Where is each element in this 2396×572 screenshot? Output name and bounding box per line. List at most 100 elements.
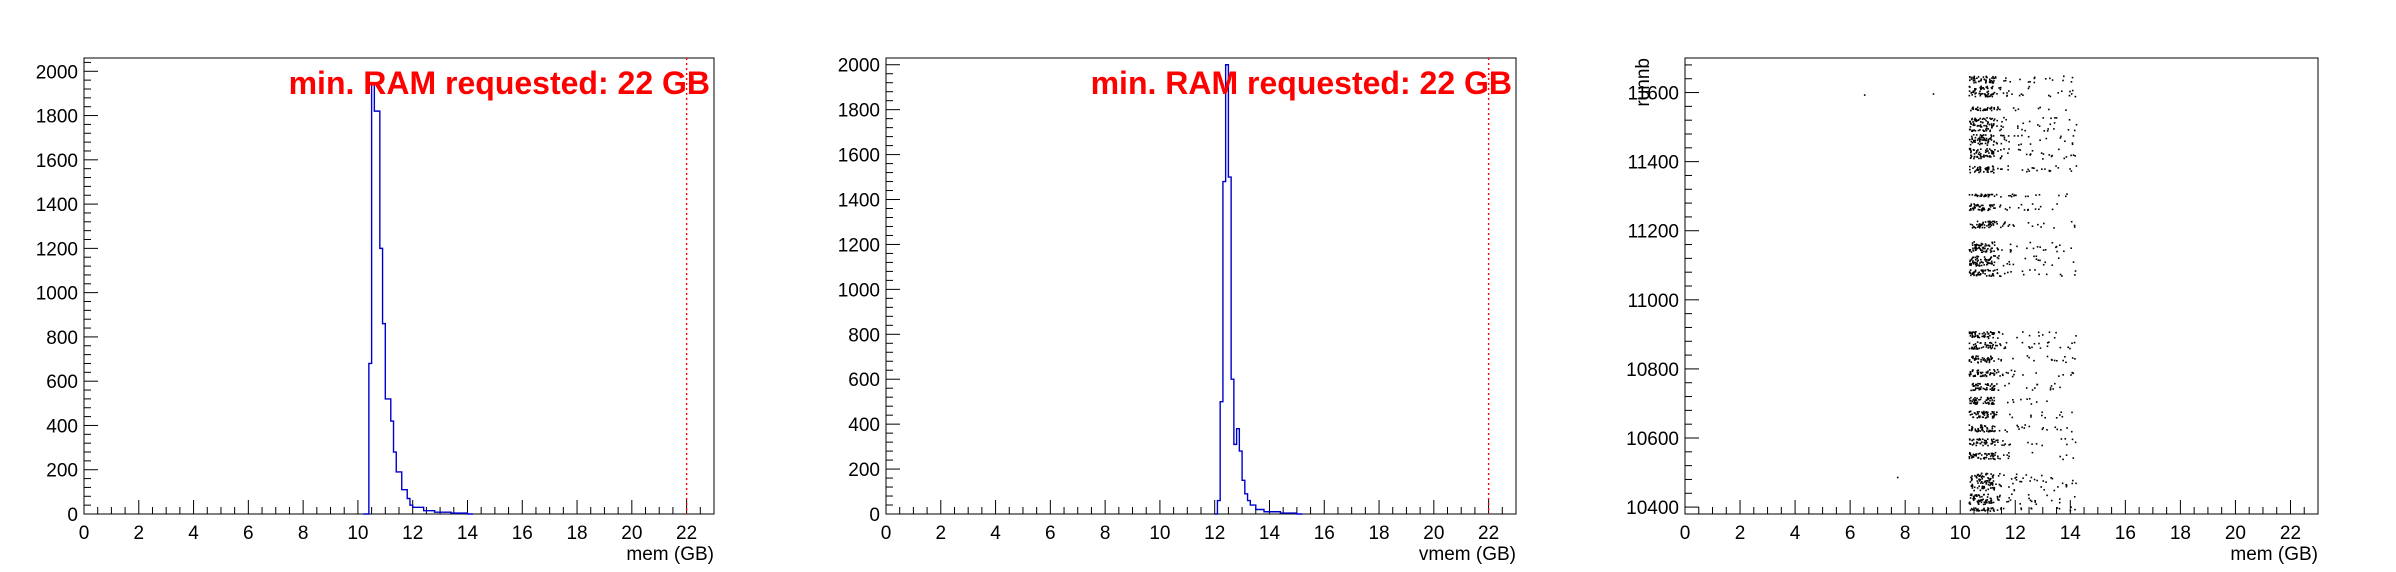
scatter-point — [1998, 499, 2000, 501]
scatter-point — [1991, 482, 1993, 485]
scatter-point — [1986, 169, 1988, 171]
scatter-point — [2053, 122, 2056, 124]
scatter-point — [1988, 358, 1990, 360]
scatter-point — [1985, 481, 1988, 484]
scatter-point — [2031, 167, 2034, 169]
scatter-point — [1983, 501, 1986, 504]
scatter-point — [2029, 153, 2032, 156]
scatter-point — [2042, 480, 2045, 482]
scatter-point — [2022, 122, 2025, 125]
scatter-point — [1993, 244, 1996, 246]
scatter-point — [1989, 397, 1991, 400]
scatter-point — [2071, 357, 2074, 359]
scatter-point — [1974, 343, 1977, 345]
scatter-point — [1993, 119, 1995, 122]
scatter-points — [1863, 75, 2078, 512]
scatter-point — [2017, 125, 2019, 127]
scatter-point — [1986, 154, 1988, 157]
scatter-point — [1980, 93, 1982, 96]
scatter-point — [1971, 346, 1973, 349]
scatter-point — [1979, 244, 1982, 247]
scatter-point — [1971, 194, 1974, 196]
scatter-point — [2028, 356, 2030, 359]
scatter-point — [1972, 453, 1975, 456]
scatter-point — [2038, 193, 2041, 196]
scatter-point — [2070, 247, 2073, 250]
scatter-point — [1974, 335, 1977, 338]
x-tick-label: 16 — [1314, 523, 1335, 544]
scatter-point — [2041, 414, 2043, 417]
scatter-point — [2065, 195, 2067, 198]
scatter-point — [1984, 342, 1987, 344]
scatter-point — [1991, 87, 1993, 90]
scatter-point — [1991, 332, 1994, 334]
scatter-point — [2075, 482, 2077, 485]
scatter-point — [2071, 76, 2074, 79]
scatter-point — [1991, 415, 1994, 418]
scatter-point — [1975, 120, 1978, 122]
scatter-point — [2071, 482, 2074, 485]
scatter-point — [1968, 373, 1971, 376]
scatter-point — [1999, 168, 2002, 170]
scatter-point — [1975, 134, 1978, 136]
scatter-point — [1999, 343, 2001, 345]
scatter-point — [1978, 336, 1981, 339]
scatter-point — [2002, 223, 2005, 226]
scatter-point — [1984, 453, 1986, 455]
scatter-point — [2071, 142, 2074, 144]
scatter-point — [2058, 498, 2061, 500]
scatter-point — [2039, 106, 2042, 109]
scatter-point — [1970, 456, 1973, 459]
scatter-point — [2056, 428, 2059, 431]
scatter-point — [1969, 269, 1972, 271]
scatter-point — [1970, 361, 1973, 363]
scatter-point — [2025, 153, 2028, 156]
scatter-point — [2012, 107, 2015, 109]
scatter-point — [1968, 455, 1971, 458]
scatter-point — [1982, 204, 1984, 207]
scatter-point — [1993, 203, 1995, 206]
scatter-point — [2013, 489, 2016, 491]
scatter-point — [2013, 373, 2015, 376]
scatter-point — [2003, 148, 2005, 150]
scatter-point — [1991, 481, 1993, 484]
scatter-point — [2037, 223, 2039, 226]
scatter-point — [1971, 428, 1974, 431]
scatter-point — [1978, 478, 1981, 481]
scatter-point — [2000, 128, 2003, 131]
scatter-point — [2075, 165, 2078, 167]
scatter-point — [2072, 457, 2075, 459]
scatter-point — [1980, 273, 1982, 275]
scatter-point — [1985, 375, 1988, 378]
y-tick-label: 1800 — [36, 107, 78, 128]
scatter-point — [2049, 170, 2052, 172]
scatter-point — [2074, 95, 2077, 98]
scatter-point — [1997, 167, 1999, 170]
scatter-point — [2062, 79, 2064, 82]
scatter-point — [1978, 415, 1980, 418]
scatter-point — [2003, 272, 2006, 275]
scatter-point — [2033, 478, 2036, 481]
scatter-point — [2065, 109, 2067, 111]
scatter-point — [1986, 371, 1989, 374]
scatter-point — [1968, 248, 1971, 251]
scatter-point — [2026, 355, 2029, 357]
scatter-point — [1993, 510, 1995, 512]
scatter-point — [1979, 168, 1981, 170]
scatter-point — [2000, 508, 2002, 511]
scatter-point — [1983, 507, 1985, 510]
scatter-point — [1992, 385, 1995, 388]
scatter-point — [2008, 148, 2010, 150]
scatter-point — [1979, 117, 1982, 120]
scatter-point — [2052, 388, 2054, 390]
scatter-point — [1996, 439, 1999, 441]
scatter-point — [1986, 472, 1989, 475]
scatter-point — [2042, 263, 2045, 266]
scatter-point — [1982, 402, 1985, 405]
scatter-point — [1970, 140, 1973, 143]
scatter-point — [2008, 382, 2010, 385]
scatter-point — [1989, 95, 1991, 97]
scatter-point — [1982, 130, 1985, 132]
scatter-point — [1992, 389, 1995, 391]
scatter-point — [1974, 507, 1977, 509]
